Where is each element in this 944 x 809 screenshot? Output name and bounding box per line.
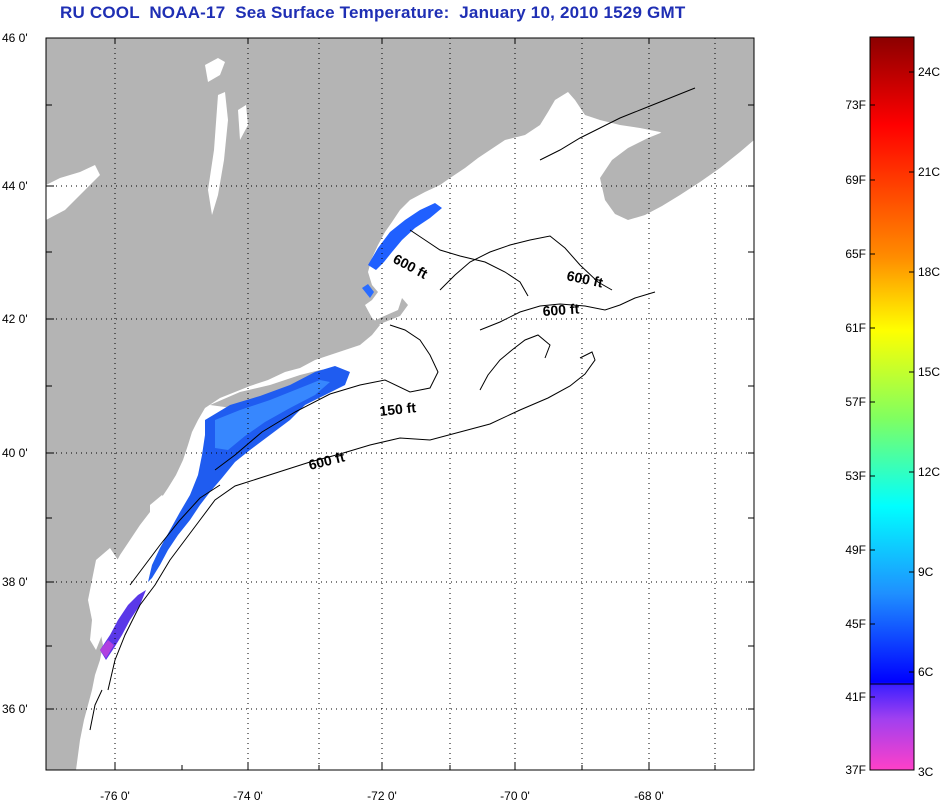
colorbar-gradient <box>869 36 915 771</box>
colorbar-c-label: 21C <box>918 165 940 179</box>
contour-label: 150 ft <box>379 399 417 419</box>
lat-label: 38 0' <box>2 575 28 589</box>
colorbar-c-label: 6C <box>918 665 934 679</box>
graticule <box>46 38 754 770</box>
lake-small-2 <box>238 105 248 140</box>
sst-swath-lighter-core <box>215 380 330 450</box>
lon-label: -76 0' <box>100 789 130 803</box>
axis-ticks <box>46 37 754 770</box>
colorbar-f-label: 65F <box>845 247 866 261</box>
lake-champlain <box>208 92 228 215</box>
contour-inner-gulf <box>409 229 529 297</box>
colorbar-f-label: 73F <box>845 98 866 112</box>
colorbar: 73F 69F 65F 61F 57F 53F 49F 45F 41F 37F … <box>845 36 940 779</box>
delaware-bay <box>150 495 170 525</box>
bathymetry-contours <box>89 87 696 731</box>
land-cape-cod <box>365 298 408 330</box>
colorbar-f-label: 57F <box>845 395 866 409</box>
colorbar-c-label: 18C <box>918 265 940 279</box>
contour-label: 600 ft <box>565 267 604 290</box>
colorbar-f-label: 49F <box>845 543 866 557</box>
land-mainland <box>46 38 754 770</box>
colorbar-ticks <box>870 71 914 698</box>
lon-label: -72 0' <box>367 789 397 803</box>
contour-inner-shelf <box>129 484 221 586</box>
contour-ns-shelf <box>539 87 696 161</box>
colorbar-c-label: 24C <box>918 65 940 79</box>
lon-label: -70 0' <box>500 789 530 803</box>
sst-swath-virginia <box>100 590 146 660</box>
colorbar-f-label: 61F <box>845 321 866 335</box>
lat-label: 42 0' <box>2 312 28 326</box>
contour-150ft <box>214 324 439 471</box>
colorbar-f-label: 37F <box>845 763 866 777</box>
colorbar-f-label: 53F <box>845 469 866 483</box>
lat-label: 46 0' <box>2 31 28 45</box>
lat-label: 40 0' <box>2 446 28 460</box>
lat-label: 36 0' <box>2 702 28 716</box>
colorbar-c-label: 9C <box>918 565 934 579</box>
lat-label: 44 0' <box>2 179 28 193</box>
map-frame <box>45 37 755 771</box>
lon-label: -68 0' <box>634 789 664 803</box>
contour-georges-shoals <box>479 334 551 391</box>
lake-small-1 <box>205 58 225 82</box>
contour-label: 600 ft <box>542 300 580 319</box>
contour-600ft-georges <box>479 291 656 331</box>
contour-600ft-gulf <box>439 235 613 291</box>
colorbar-c-label: 3C <box>918 765 934 779</box>
colorbar-c-label: 15C <box>918 365 940 379</box>
map-title: RU COOL NOAA-17 Sea Surface Temperature:… <box>60 3 686 22</box>
lon-label: -74 0' <box>233 789 263 803</box>
contour-south-1 <box>89 689 103 731</box>
chesapeake-bay <box>88 548 118 650</box>
lake-ontario-edge <box>46 165 100 220</box>
sst-swath-gulf-of-maine <box>368 203 442 270</box>
colorbar-f-label: 45F <box>845 617 866 631</box>
contour-600ft-shelf <box>107 351 596 691</box>
sst-swath-mass-bay <box>362 284 374 298</box>
colorbar-c-label: 12C <box>918 465 940 479</box>
colorbar-f-label: 41F <box>845 690 866 704</box>
sst-swath-virginia-edge <box>100 640 114 658</box>
colorbar-f-label: 69F <box>845 173 866 187</box>
